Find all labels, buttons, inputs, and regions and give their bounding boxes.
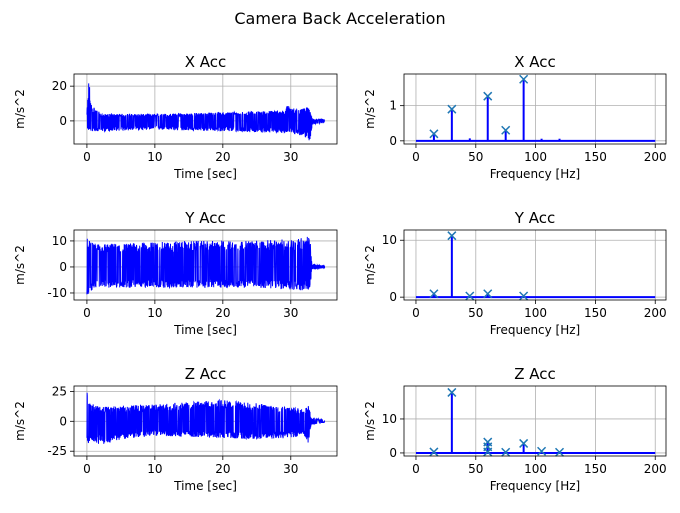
- y-tick-label: 0: [389, 446, 397, 460]
- y-axis-label: m/s^2: [13, 401, 27, 441]
- x-axis-label: Frequency [Hz]: [490, 167, 581, 181]
- x-tick-label: 0: [412, 462, 420, 476]
- x-tick-label: 20: [215, 462, 230, 476]
- peak-marker: [554, 447, 565, 457]
- x-tick-label: 200: [644, 306, 667, 320]
- subplot-title: X Acc: [514, 53, 556, 71]
- x-tick-label: 20: [215, 306, 230, 320]
- x-tick-label: 200: [644, 462, 667, 476]
- peak-marker: [537, 446, 547, 456]
- axes-frame: [403, 229, 667, 301]
- data-series: [86, 392, 326, 444]
- y-axis-label: m/s^2: [13, 89, 27, 129]
- x-tick-label: 0: [83, 306, 91, 320]
- x-tick-label: 30: [283, 306, 298, 320]
- x-tick-label: 150: [584, 462, 607, 476]
- y-tick-label: 0: [59, 114, 67, 128]
- subplot-title: Y Acc: [184, 209, 225, 227]
- y-tick-label: 0: [59, 260, 67, 274]
- y-tick-label: -10: [47, 286, 67, 300]
- y-axis-label: m/s^2: [363, 245, 377, 285]
- x-tick-label: 0: [83, 462, 91, 476]
- peak-marker: [447, 104, 457, 114]
- subplot-y-fft: 0 50 100 150 200 0 10 Y Acc Frequency [Hz] m/s^2: [363, 209, 667, 337]
- data-series: [86, 83, 325, 141]
- peak-marker: [447, 387, 457, 397]
- subplot-y-time: 0 10 20 30 -10 0 10 Y Acc Time [sec] m/s^2: [13, 209, 338, 337]
- peak-marker: [465, 291, 475, 301]
- data-series: [415, 79, 656, 142]
- subplot-x-time: 0 10 20 30 0 20 X Acc Time [sec] m/s^2: [13, 53, 338, 181]
- peak-marker: [519, 74, 529, 84]
- peak-marker: [501, 447, 511, 457]
- y-tick-label: 1: [389, 99, 397, 113]
- y-tick-label: 0: [59, 414, 67, 428]
- y-tick-label: 0: [389, 290, 397, 304]
- x-tick-label: 30: [283, 150, 298, 164]
- axes-frame: [403, 73, 667, 145]
- x-axis-label: Time [sec]: [173, 167, 237, 181]
- subplot-title: Y Acc: [514, 209, 555, 227]
- x-tick-label: 0: [83, 150, 91, 164]
- x-tick-label: 150: [584, 150, 607, 164]
- peak-marker: [429, 447, 439, 457]
- x-tick-label: 10: [147, 462, 162, 476]
- peak-marker: [519, 438, 529, 448]
- y-axis-label: m/s^2: [13, 245, 27, 285]
- subplot-title: Z Acc: [514, 365, 556, 383]
- peak-marker: [447, 231, 457, 241]
- y-tick-label: -25: [47, 444, 67, 458]
- x-axis-label: Time [sec]: [173, 323, 237, 337]
- x-tick-label: 150: [584, 306, 607, 320]
- peak-marker: [429, 129, 439, 139]
- subplot-title: Z Acc: [185, 365, 227, 383]
- peak-marker: [519, 291, 529, 301]
- y-tick-label: 0: [389, 134, 397, 148]
- y-axis-label: m/s^2: [363, 89, 377, 129]
- x-tick-label: 100: [524, 150, 547, 164]
- x-axis-label: Time [sec]: [173, 479, 237, 493]
- x-tick-label: 20: [215, 150, 230, 164]
- subplot-z-fft: 0 50 100 150 200 0 10 Z Acc Frequency [Hz] m/s^2: [363, 365, 667, 493]
- y-tick-label: 25: [52, 384, 67, 398]
- axes-frame: [73, 73, 338, 145]
- y-tick-label: 10: [382, 412, 397, 426]
- x-axis-label: Frequency [Hz]: [490, 479, 581, 493]
- x-tick-label: 200: [644, 150, 667, 164]
- y-axis-label: m/s^2: [363, 401, 377, 441]
- peak-marker: [483, 447, 493, 457]
- x-tick-label: 50: [468, 150, 483, 164]
- y-tick-label: 10: [382, 233, 397, 247]
- subplot-x-fft: 0 50 100 150 200 0 1 X Acc Frequency [Hz] m/s^2: [363, 53, 667, 181]
- subplot-title: X Acc: [185, 53, 227, 71]
- x-tick-label: 0: [412, 306, 420, 320]
- peak-marker: [501, 125, 511, 135]
- peak-marker: [483, 289, 493, 299]
- x-tick-label: 0: [412, 150, 420, 164]
- x-tick-label: 10: [147, 150, 162, 164]
- y-tick-label: 10: [52, 234, 67, 248]
- x-tick-label: 10: [147, 306, 162, 320]
- signal-line: [86, 83, 325, 141]
- figure-title: Camera Back Acceleration: [234, 9, 445, 28]
- peak-marker: [429, 289, 439, 299]
- subplot-z-time: 0 10 20 30 -25 0 25 Z Acc Time [sec] m/s^2: [13, 365, 338, 493]
- axes-frame: [73, 229, 338, 301]
- peak-marker: [483, 91, 493, 101]
- signal-line: [86, 236, 326, 295]
- x-tick-label: 30: [283, 462, 298, 476]
- x-tick-label: 50: [468, 462, 483, 476]
- x-tick-label: 100: [524, 306, 547, 320]
- axes-frame: [403, 385, 667, 457]
- x-axis-label: Frequency [Hz]: [490, 323, 581, 337]
- data-series: [86, 236, 326, 295]
- x-tick-label: 100: [524, 462, 547, 476]
- x-tick-label: 50: [468, 306, 483, 320]
- signal-line: [86, 392, 326, 444]
- axes-frame: [73, 385, 338, 457]
- y-tick-label: 20: [52, 79, 67, 93]
